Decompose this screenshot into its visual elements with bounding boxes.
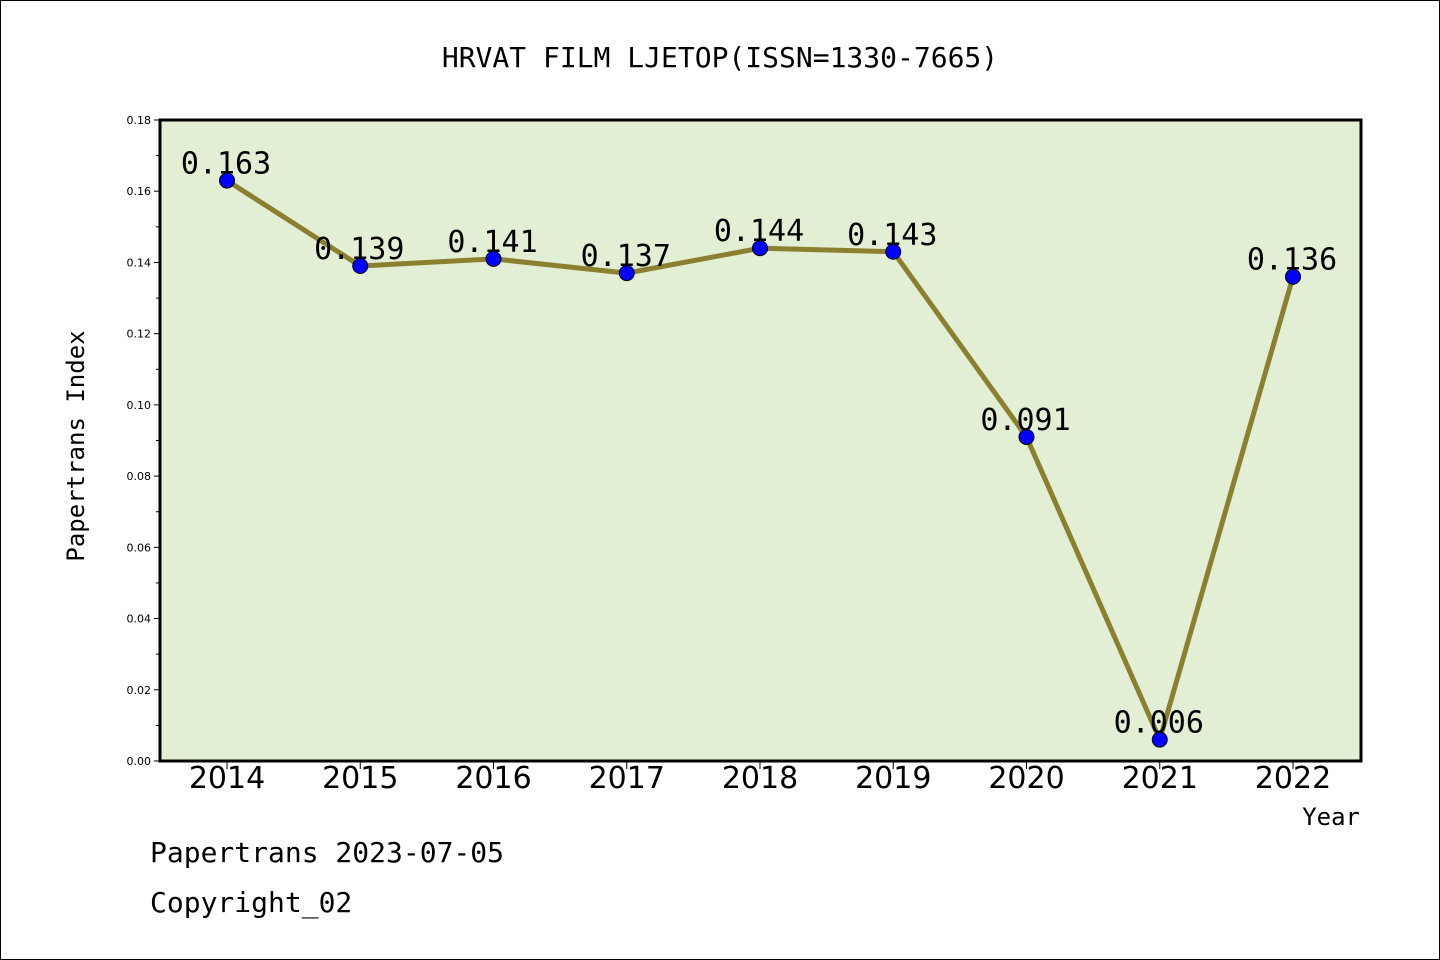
data-label: 0.091: [980, 403, 1070, 438]
data-point: [219, 172, 235, 189]
x-tick-label: 2019: [855, 761, 931, 796]
plot-area: [158, 118, 1363, 763]
data-point: [485, 250, 502, 267]
y-axis: 0.00 0.02 0.04 0.06 0.08 0.10 0.12 0.14 0.16 0.18: [127, 114, 160, 768]
x-axis-label: Year: [1302, 803, 1360, 831]
y-tick-label: 0.10: [127, 399, 152, 412]
series-0: [219, 172, 1301, 748]
chart-title: HRVAT FILM LJETOP(ISSN=1330-7665): [442, 41, 998, 74]
data-label: 0.163: [181, 147, 271, 182]
x-axis: 2014 2015 2016 2017 2018 2019 2020 2021 2022: [189, 761, 1331, 796]
data-labels: 0.163 0.139 0.141 0.137 0.144 0.143 0.091 0.006…: [181, 147, 1337, 741]
data-label: 0.137: [581, 239, 671, 274]
data-label: 0.006: [1114, 706, 1204, 741]
x-tick-label: 2022: [1255, 761, 1331, 796]
data-point: [1018, 428, 1035, 445]
y-tick-label: 0.02: [127, 684, 152, 697]
data-label: 0.136: [1247, 243, 1337, 278]
data-point: [885, 243, 902, 260]
footer-date: Papertrans 2023-07-05: [150, 836, 505, 869]
y-tick-label: 0.16: [127, 185, 152, 198]
x-tick-label: 2018: [722, 761, 798, 796]
data-point: [618, 265, 635, 282]
data-point: [1151, 731, 1168, 748]
y-tick-label: 0.06: [127, 541, 152, 554]
y-tick-label: 0.12: [127, 328, 152, 341]
y-tick-label: 0.14: [127, 256, 152, 269]
x-tick-label: 2017: [589, 761, 665, 796]
data-label: 0.143: [847, 218, 937, 253]
y-tick-label: 0.00: [127, 755, 152, 768]
x-tick-label: 2014: [189, 761, 265, 796]
y-tick-label: 0.18: [127, 114, 152, 127]
data-label: 0.141: [447, 225, 537, 260]
data-label: 0.144: [714, 214, 804, 249]
x-tick-label: 2015: [322, 761, 398, 796]
x-tick-label: 2020: [988, 761, 1064, 796]
y-axis-label: Papertrans Index: [62, 330, 90, 561]
y-tick-label: 0.08: [127, 470, 152, 483]
y-tick-label: 0.04: [127, 613, 152, 626]
data-point: [1285, 268, 1301, 285]
x-tick-label: 2021: [1122, 761, 1198, 796]
footer-copyright: Copyright_02: [150, 886, 353, 919]
data-point: [352, 258, 369, 275]
data-label: 0.139: [314, 232, 404, 267]
x-tick-label: 2016: [455, 761, 531, 796]
data-point: [752, 240, 768, 257]
